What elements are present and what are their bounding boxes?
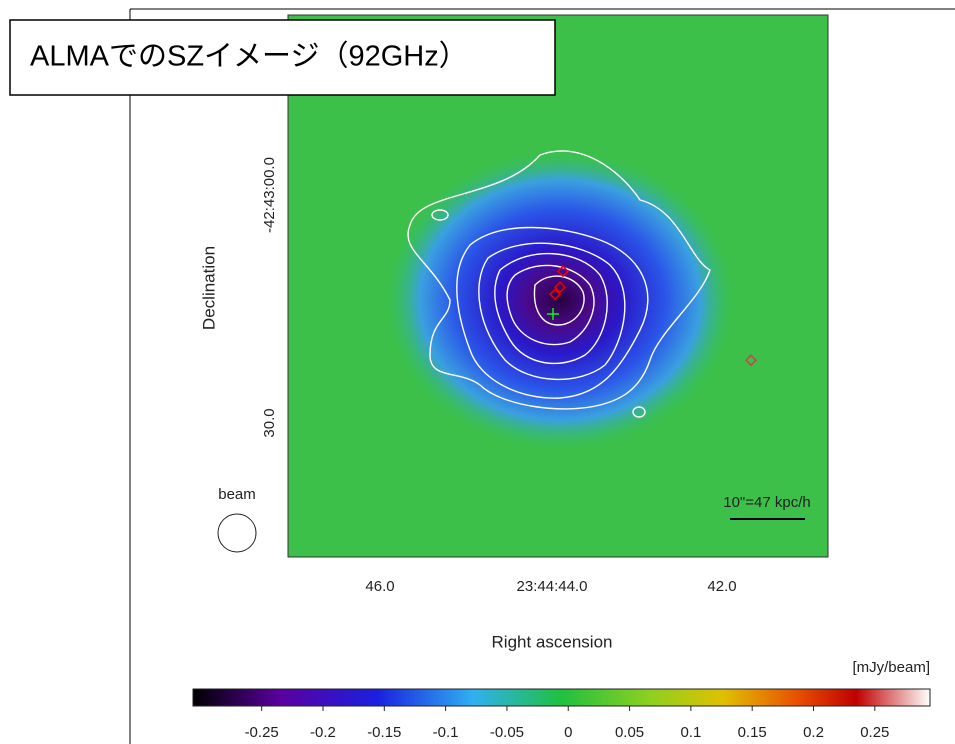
- colorbar-tick-label: -0.15: [367, 724, 401, 741]
- x-axis-label: Right ascension: [492, 632, 613, 651]
- colorbar-tick-label: -0.25: [245, 724, 279, 741]
- colorbar-tick-label: 0.1: [680, 724, 701, 741]
- colorbar-tick-label: 0: [564, 724, 572, 741]
- scale-label: 10"=47 kpc/h: [723, 494, 810, 511]
- colorbar-unit: [mJy/beam]: [852, 659, 930, 676]
- beam-label: beam: [218, 486, 256, 503]
- y-tick-label: -42:43:00.0: [261, 157, 278, 233]
- colorbar-tick-label: 0.05: [615, 724, 644, 741]
- colorbar-tick-label: -0.2: [310, 724, 336, 741]
- sz-signal: [385, 150, 735, 450]
- y-tick-label: 30.0: [261, 408, 278, 437]
- y-axis-label: Declination: [199, 246, 218, 330]
- title: ALMAでのSZイメージ（92GHz）: [30, 41, 468, 73]
- figure: ALMAでのSZイメージ（92GHz） 46.0 23:44:44.0 42.0…: [0, 0, 955, 744]
- colorbar-tick-label: 0.25: [860, 724, 889, 741]
- x-tick-label: 42.0: [707, 578, 736, 595]
- x-tick-label: 23:44:44.0: [517, 578, 588, 595]
- colorbar-tick-label: 0.2: [803, 724, 824, 741]
- colorbar-tick-label: 0.15: [738, 724, 767, 741]
- x-tick-label: 46.0: [365, 578, 394, 595]
- colorbar: [193, 689, 930, 706]
- colorbar-tick-label: -0.05: [490, 724, 524, 741]
- beam: [218, 514, 256, 552]
- colorbar-tick-label: -0.1: [433, 724, 459, 741]
